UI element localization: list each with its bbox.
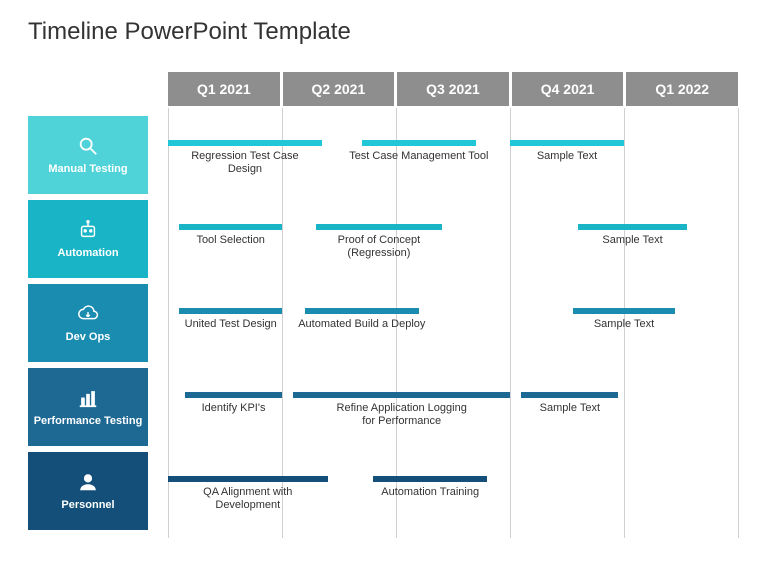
category-column: Manual Testing Automation Dev Ops Performan…	[28, 116, 148, 536]
gantt-bar-label: Test Case Management Tool	[349, 150, 489, 163]
category-label: Personnel	[61, 499, 114, 511]
gantt-bar	[510, 140, 624, 146]
gantt-bar-label: Sample Text	[563, 234, 703, 247]
gantt-bar	[373, 476, 487, 482]
gantt-bar-label: Proof of Concept (Regression)	[309, 234, 449, 259]
gantt-row: United Test DesignAutomated Build a Depl…	[168, 284, 738, 362]
quarter-header-row: Q1 2021Q2 2021Q3 2021Q4 2021Q1 2022	[168, 72, 738, 106]
gantt-bar-label: QA Alignment with Development	[178, 486, 318, 511]
gantt-bar-label: Regression Test Case Design	[175, 150, 315, 175]
gantt-bar	[168, 140, 322, 146]
gantt-bar	[521, 392, 618, 398]
gantt-bar-label: Sample Text	[497, 150, 637, 163]
category-label: Manual Testing	[48, 163, 127, 175]
gantt-bar	[179, 224, 282, 230]
category-label: Automation	[57, 247, 118, 259]
search-icon	[77, 135, 99, 157]
category-cell: Dev Ops	[28, 284, 148, 362]
gantt-bar-label: United Test Design	[161, 318, 301, 331]
gantt-bar-label: Tool Selection	[161, 234, 301, 247]
gantt-bar	[573, 308, 676, 314]
gantt-row: Regression Test Case Design Test Case Man…	[168, 116, 738, 194]
quarter-header-cell: Q3 2021	[397, 72, 509, 106]
gantt-bar	[185, 392, 282, 398]
category-cell: Manual Testing	[28, 116, 148, 194]
gantt-bar-label: Sample Text	[554, 318, 694, 331]
timeline-chart: Q1 2021Q2 2021Q3 2021Q4 2021Q1 2022 Manu…	[28, 72, 748, 552]
page-title: Timeline PowerPoint Template	[0, 0, 768, 46]
category-label: Performance Testing	[34, 415, 143, 427]
gantt-bar-label: Sample Text	[500, 402, 640, 415]
cloud-download-icon	[77, 303, 99, 325]
quarter-header-cell: Q1 2021	[168, 72, 280, 106]
gantt-row: QA Alignment with Development Automation …	[168, 452, 738, 530]
gantt-bar	[316, 224, 441, 230]
gantt-bar	[578, 224, 686, 230]
gantt-bar-label: Identify KPI's	[164, 402, 304, 415]
category-cell: Performance Testing	[28, 368, 148, 446]
gantt-row: Identify KPI'sRefine Application Logging…	[168, 368, 738, 446]
person-icon	[77, 471, 99, 493]
gantt-bar	[293, 392, 510, 398]
gantt-row: Tool SelectionProof of Concept (Regressi…	[168, 200, 738, 278]
gantt-bar	[168, 476, 328, 482]
robot-icon	[77, 219, 99, 241]
quarter-header-cell: Q2 2021	[283, 72, 395, 106]
category-cell: Personnel	[28, 452, 148, 530]
gantt-bar	[362, 140, 476, 146]
category-label: Dev Ops	[66, 331, 111, 343]
quarter-header-cell: Q1 2022	[626, 72, 738, 106]
gantt-bar-label: Refine Application Logging for Performan…	[332, 402, 472, 427]
bar-chart-icon	[77, 387, 99, 409]
gantt-bar	[179, 308, 282, 314]
gantt-bar-label: Automation Training	[360, 486, 500, 499]
gantt-bars: Regression Test Case Design Test Case Man…	[168, 116, 738, 536]
category-cell: Automation	[28, 200, 148, 278]
gantt-bar-label: Automated Build a Deploy	[292, 318, 432, 331]
quarter-header-cell: Q4 2021	[512, 72, 624, 106]
grid-vline	[738, 108, 739, 538]
gantt-bar	[305, 308, 419, 314]
